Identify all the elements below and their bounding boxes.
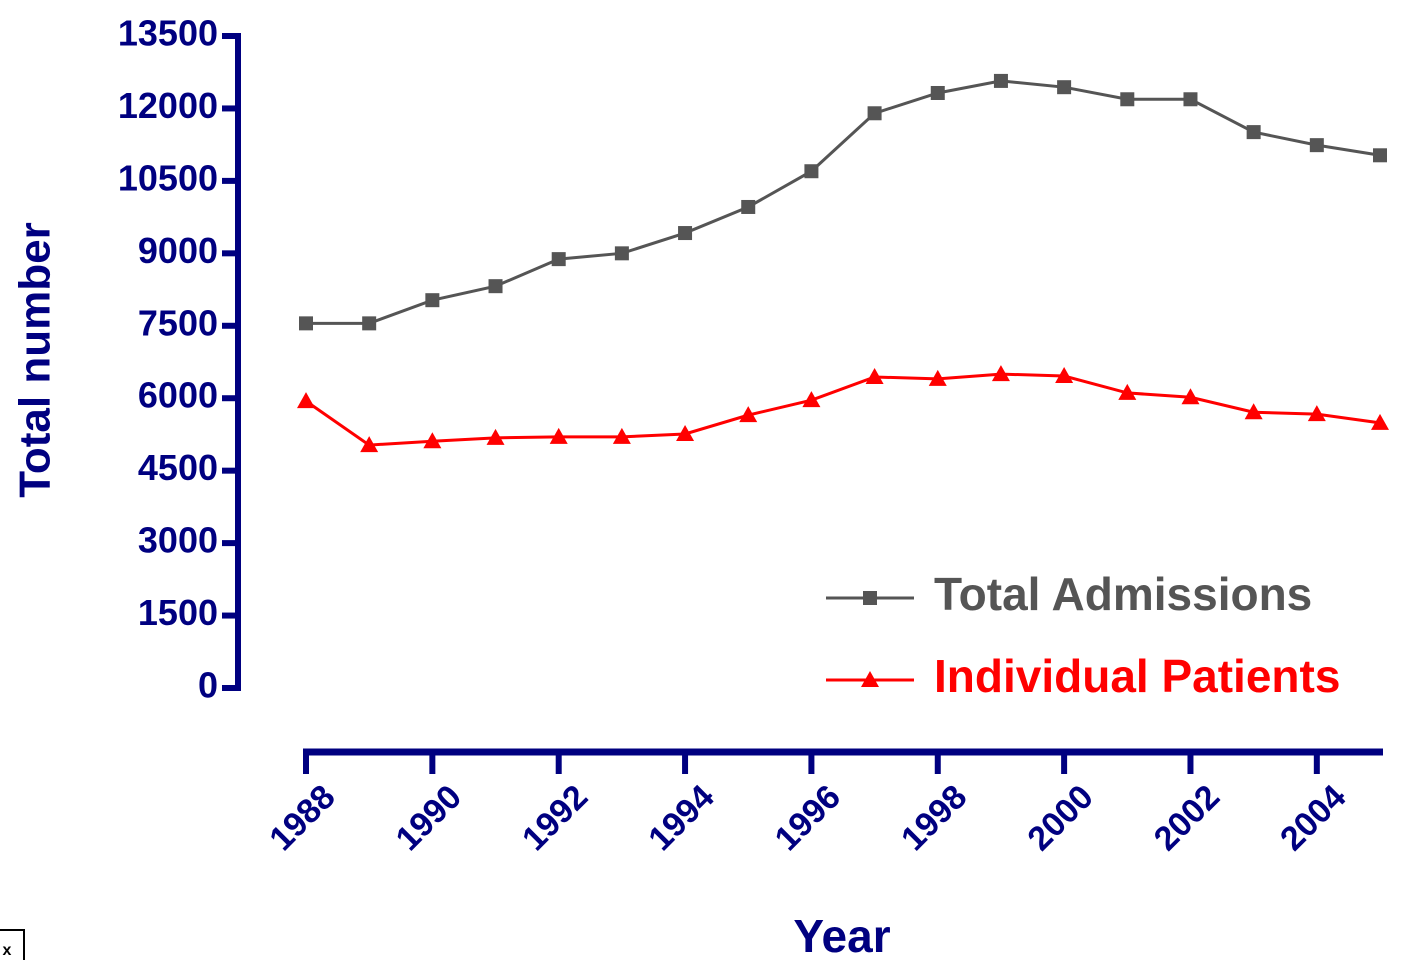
corner-box: [0, 929, 25, 960]
data-point: [360, 436, 379, 453]
data-point: [551, 252, 566, 267]
y-tick-label: 9000: [138, 230, 218, 271]
y-tick-label: 1500: [138, 592, 218, 633]
data-point: [802, 391, 821, 408]
x-tick-label: 1992: [515, 778, 595, 858]
data-point: [993, 73, 1008, 88]
data-point: [1307, 405, 1326, 422]
data-point: [741, 199, 756, 214]
data-point: [930, 85, 945, 100]
data-point: [865, 367, 884, 384]
data-point: [867, 106, 882, 121]
data-point: [614, 246, 629, 261]
legend-label: Individual Patients: [934, 650, 1340, 702]
series-line: [306, 79, 1381, 325]
x-axis-title: Year: [793, 910, 890, 960]
data-point: [612, 427, 631, 444]
data-point: [1055, 367, 1074, 384]
data-point: [362, 316, 377, 331]
y-tick-label: 7500: [138, 302, 218, 343]
data-point: [1371, 413, 1389, 430]
x-tick-label: 2004: [1273, 778, 1353, 858]
x-tick-label: 2002: [1147, 778, 1227, 858]
legend-marker: [861, 671, 879, 687]
x-tick-label: 2000: [1020, 778, 1100, 858]
data-point: [1118, 383, 1137, 400]
x-tick-label: 1998: [894, 778, 974, 858]
legend-label: Total Admissions: [934, 568, 1312, 620]
y-tick-label: 3000: [138, 520, 218, 561]
y-tick-label: 13500: [118, 13, 218, 54]
data-point: [1120, 92, 1135, 107]
data-point: [425, 293, 440, 308]
data-point: [423, 432, 442, 449]
data-point: [299, 316, 313, 331]
x-tick-label: 1988: [262, 778, 342, 858]
data-point: [1181, 388, 1200, 405]
data-point: [1246, 125, 1261, 140]
data-point: [1244, 403, 1263, 420]
data-point: [486, 428, 505, 445]
x-tick-label: 1994: [641, 778, 721, 858]
legend-marker: [863, 591, 877, 605]
data-point: [676, 424, 695, 441]
y-tick-label: 4500: [138, 447, 218, 488]
series-line: [305, 372, 1381, 447]
y-tick-label: 0: [198, 665, 218, 706]
data-point: [928, 369, 947, 386]
data-point: [739, 406, 758, 423]
data-point: [488, 279, 503, 294]
y-axis-title: Total number: [11, 222, 60, 497]
data-point: [678, 226, 693, 241]
data-point: [1309, 138, 1324, 153]
data-point: [1057, 80, 1072, 95]
data-point: [549, 427, 568, 444]
y-tick-label: 10500: [118, 157, 218, 198]
x-tick-label: 1990: [389, 778, 469, 858]
y-tick-label: 6000: [138, 375, 218, 416]
data-point: [297, 392, 315, 409]
data-point: [1183, 92, 1198, 107]
y-tick-label: 12000: [118, 85, 218, 126]
x-tick-label: 1996: [768, 778, 848, 858]
corner-mark: x: [3, 942, 12, 959]
data-point: [991, 365, 1010, 382]
data-point: [1373, 148, 1387, 163]
data-point: [804, 164, 819, 179]
